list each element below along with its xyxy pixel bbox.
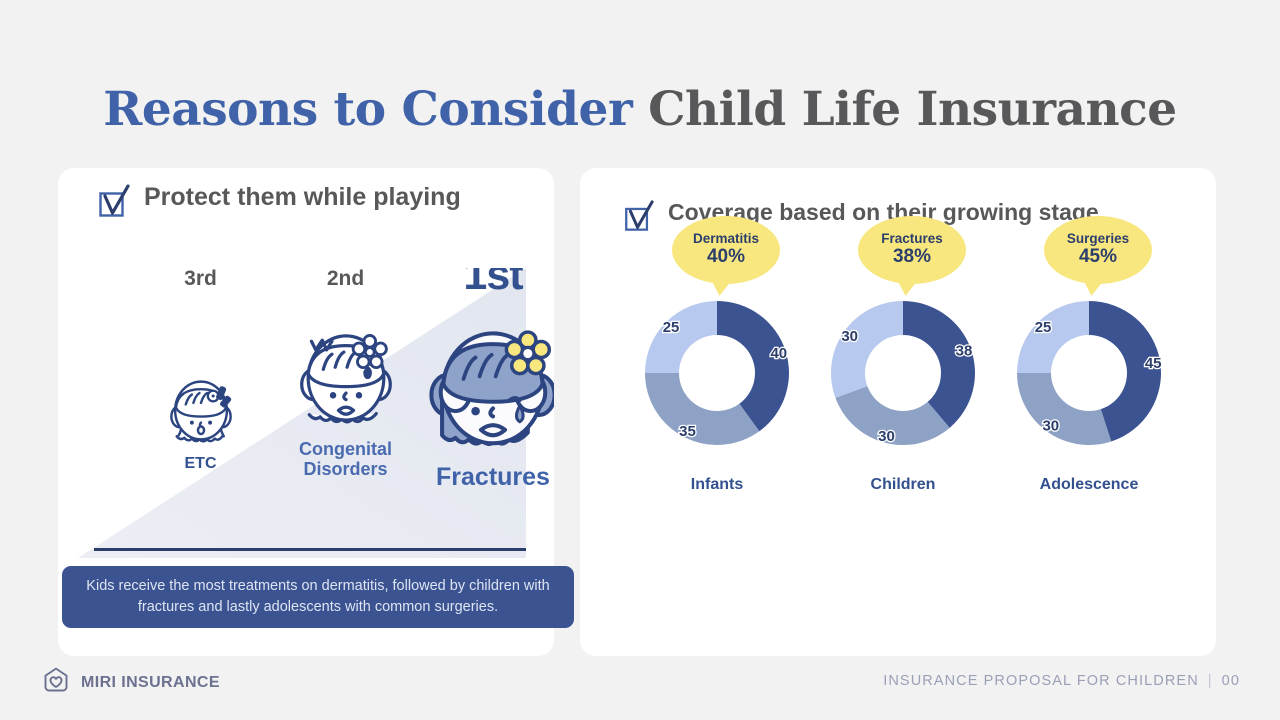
donut-callout-bubble: Surgeries 45% xyxy=(1044,216,1152,298)
checkbox-checked-icon xyxy=(96,184,130,223)
donut-slice xyxy=(1089,301,1161,442)
donut-slice xyxy=(835,386,950,445)
footer-logo: MIRI INSURANCE xyxy=(42,666,220,699)
right-note-box: Kids receive the most treatments on derm… xyxy=(62,566,574,628)
callout-value: 38% xyxy=(892,246,932,268)
footer-separator: | xyxy=(1207,673,1213,689)
donut-slice-label: 45 xyxy=(1145,355,1162,372)
ranking-ordinal: 1st xyxy=(463,268,523,299)
donut-slice xyxy=(1017,373,1112,445)
page-title: Reasons to Consider Child Life Insurance xyxy=(0,82,1280,137)
donut-slice xyxy=(645,301,717,373)
footer-page-number: 00 xyxy=(1221,673,1240,689)
donut-slice xyxy=(903,301,975,428)
callout-name: Surgeries xyxy=(1066,231,1130,247)
checkbox-checked-icon xyxy=(622,200,654,237)
ranking-item-3: 3rd xyxy=(128,268,273,473)
donut-chart-children: Fractures 38% 38 30 30 Children xyxy=(810,216,996,493)
donut-chart-group: Dermatitis 40% 40 35 25 Infants Fractures 38% 38… xyxy=(580,168,1216,588)
donut-slice-label: 30 xyxy=(878,428,895,445)
ranking-illustration: 3rd xyxy=(58,268,554,558)
left-card-heading: Protect them while playing xyxy=(96,182,516,223)
donut-slice xyxy=(1017,301,1089,373)
right-note-text: Kids receive the most treatments on derm… xyxy=(86,578,550,615)
girl-face-large-icon xyxy=(413,297,554,463)
page-title-accent: Reasons to Consider xyxy=(103,82,633,137)
donut-slice-label: 30 xyxy=(841,328,858,345)
donut-svg: 38 30 30 xyxy=(831,301,975,446)
donut-slice-label: 30 xyxy=(1042,418,1059,435)
footer-caption: INSURANCE PROPOSAL FOR CHILDREN | 00 xyxy=(883,673,1240,689)
donut-slice-label: 35 xyxy=(679,423,696,440)
callout-name: Fractures xyxy=(881,231,943,247)
donut-group-label: Infants xyxy=(690,476,744,493)
footer-brand-name: MIRI INSURANCE xyxy=(81,673,220,691)
donut-chart-adolescence: Surgeries 45% 45 30 25 Adolescence xyxy=(996,216,1182,493)
ranking-item-2: 2nd xyxy=(273,268,418,479)
ranking-ordinal: 3rd xyxy=(184,268,217,290)
ranking-label: ETC xyxy=(184,455,217,472)
donut-slice-label: 25 xyxy=(1035,319,1052,336)
donut-slice-label: 38 xyxy=(956,343,973,360)
ranking-label: Congenital Disorders xyxy=(299,439,392,480)
donut-svg: 40 35 25 xyxy=(645,301,789,445)
donut-slice xyxy=(717,301,789,432)
left-card-heading-text: Protect them while playing xyxy=(144,183,461,211)
ranking-label: Fractures xyxy=(436,463,550,491)
donut-callout-bubble: Dermatitis 40% xyxy=(672,216,780,298)
donut-callout-bubble: Fractures 38% xyxy=(858,216,966,298)
girl-face-small-icon xyxy=(128,289,273,455)
house-heart-logo-icon xyxy=(42,666,70,699)
donut-chart-infants: Dermatitis 40% 40 35 25 Infants xyxy=(624,216,810,493)
ranking-divider xyxy=(94,548,526,551)
donut-slice xyxy=(831,301,903,398)
diagonal-wedge-shape xyxy=(78,268,526,558)
girl-face-medium-icon xyxy=(273,289,418,439)
callout-value: 40% xyxy=(706,246,746,268)
footer-caption-text: INSURANCE PROPOSAL FOR CHILDREN xyxy=(883,673,1199,689)
ranking-ordinal: 2nd xyxy=(326,268,365,290)
donut-slice-label: 25 xyxy=(663,319,680,336)
donut-group-label: Adolescence xyxy=(1039,476,1139,493)
callout-value: 45% xyxy=(1078,246,1118,268)
donut-svg: 45 30 25 xyxy=(1017,301,1163,445)
ranking-item-1: 1st xyxy=(413,268,554,491)
page-title-plain: Child Life Insurance xyxy=(648,82,1177,137)
donut-slice xyxy=(645,373,760,445)
donut-slice-label: 40 xyxy=(770,345,787,362)
donut-group-label: Children xyxy=(870,476,936,493)
right-card: Coverage based on their growing stage De… xyxy=(580,168,1216,656)
callout-name: Dermatitis xyxy=(692,231,760,247)
